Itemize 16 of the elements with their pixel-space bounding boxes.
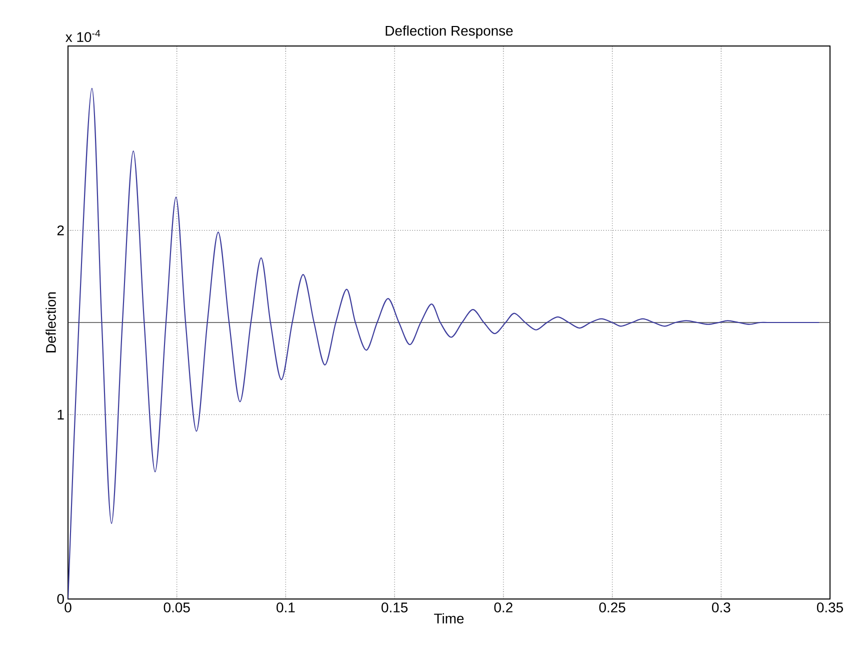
x-tick-label: 0.3 bbox=[712, 602, 730, 612]
y-tick-label: 0 bbox=[57, 594, 64, 604]
text: x 10$^{-4}$ bbox=[66, 30, 100, 42]
y-axis-title: Deflection bbox=[46, 292, 56, 352]
x-tick-label: 0.05 bbox=[164, 602, 190, 612]
x-axis-title: Time bbox=[434, 613, 464, 624]
x-tick-label: 0 bbox=[64, 602, 72, 612]
x-tick-label: 0.25 bbox=[599, 602, 626, 612]
x-tick-label: 0.35 bbox=[816, 602, 843, 612]
line-series bbox=[68, 88, 820, 599]
y-tick-label: 1 bbox=[58, 410, 64, 420]
x-tick-label: 0.2 bbox=[494, 602, 512, 612]
x-tick-label: 0.1 bbox=[276, 602, 295, 612]
y-tick-label: 2 bbox=[57, 225, 64, 236]
chart-title: Deflection Response bbox=[386, 25, 513, 38]
x-tick-label: 0.15 bbox=[382, 602, 408, 612]
